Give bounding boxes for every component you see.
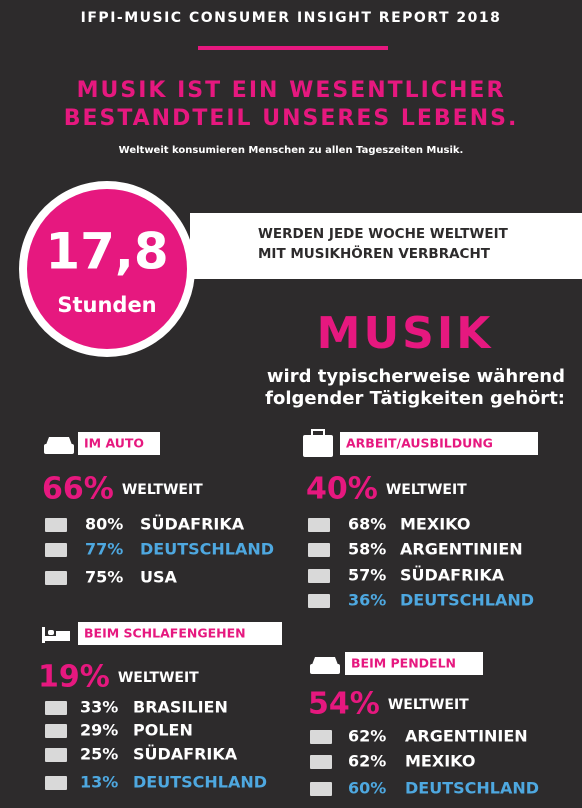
row-country: SÜDAFRIKA xyxy=(400,566,505,585)
row-country: MEXIKO xyxy=(400,515,470,534)
row-country: DEUTSCHLAND xyxy=(405,779,539,798)
global-pct: 19% xyxy=(38,660,110,695)
car-icon xyxy=(44,437,74,454)
hours-number: 17,8 xyxy=(45,223,168,281)
row-pct: 75% xyxy=(85,568,123,587)
global-label: WELTWEIT xyxy=(388,697,469,713)
row-pct: 25% xyxy=(80,745,118,764)
row-pct: 57% xyxy=(348,566,386,585)
section-label: BEIM PENDELN xyxy=(351,656,456,671)
flag xyxy=(308,518,330,532)
row-pct: 62% xyxy=(348,752,386,771)
divider xyxy=(198,46,388,50)
headline: MUSIK IST EIN WESENTLICHER xyxy=(77,78,506,103)
header-title: IFPI-MUSIC CONSUMER INSIGHT REPORT 2018 xyxy=(81,10,502,26)
row-country: POLEN xyxy=(133,721,193,740)
row-country: BRASILIEN xyxy=(133,698,228,717)
label-box xyxy=(345,652,483,675)
subtitle: Weltweit konsumieren Menschen zu allen T… xyxy=(119,145,464,156)
row-country: USA xyxy=(140,568,178,587)
white-band xyxy=(190,213,582,279)
row-country: DEUTSCHLAND xyxy=(400,591,534,610)
car-icon xyxy=(310,657,340,674)
row-country: MEXIKO xyxy=(405,752,475,771)
flag xyxy=(45,776,67,790)
row-pct: 68% xyxy=(348,515,386,534)
flag xyxy=(308,594,330,608)
global-pct: 54% xyxy=(308,687,380,722)
band-text: MIT MUSIKHÖREN VERBRACHT xyxy=(258,244,491,262)
row-pct: 29% xyxy=(80,721,118,740)
hours-unit: Stunden xyxy=(57,293,156,317)
global-label: WELTWEIT xyxy=(118,670,199,686)
label-box xyxy=(78,432,160,455)
global-label: WELTWEIT xyxy=(386,482,467,498)
global-label: WELTWEIT xyxy=(122,482,203,498)
row-pct: 77% xyxy=(85,540,123,559)
flag xyxy=(45,543,67,557)
flag xyxy=(310,730,332,744)
row-pct: 58% xyxy=(348,540,386,559)
flag xyxy=(45,518,67,532)
row-country: SÜDAFRIKA xyxy=(133,745,238,764)
musik-word: MUSIK xyxy=(317,308,494,359)
section-label: ARBEIT/AUSBILDUNG xyxy=(346,436,493,451)
band-text: WERDEN JEDE WOCHE WELTWEIT xyxy=(258,226,509,242)
flag xyxy=(45,748,67,762)
circle xyxy=(27,189,187,349)
row-country: ARGENTINIEN xyxy=(400,540,523,559)
section-label: IM AUTO xyxy=(84,436,144,451)
row-pct: 62% xyxy=(348,727,386,746)
global-pct: 40% xyxy=(306,472,378,507)
flag xyxy=(310,782,332,796)
section-label: BEIM SCHLAFENGEHEN xyxy=(84,626,246,641)
intro-text: wird typischerweise während xyxy=(267,366,565,387)
intro-text: folgender Tätigkeiten gehört: xyxy=(265,388,565,409)
row-pct: 36% xyxy=(348,591,386,610)
row-country: ARGENTINIEN xyxy=(405,727,528,746)
flag xyxy=(308,543,330,557)
headline: BESTANDTEIL UNSERES LEBENS. xyxy=(64,106,519,131)
row-country: SÜDAFRIKA xyxy=(140,515,245,534)
row-pct: 33% xyxy=(80,698,118,717)
briefcase-icon xyxy=(303,429,333,457)
row-pct: 13% xyxy=(80,773,118,792)
flag xyxy=(45,571,67,585)
label-box xyxy=(78,622,282,645)
flag xyxy=(45,724,67,738)
flag xyxy=(45,701,67,715)
flag xyxy=(308,569,330,583)
bed-icon xyxy=(42,627,70,643)
row-pct: 80% xyxy=(85,515,123,534)
row-pct: 60% xyxy=(348,779,386,798)
row-country: DEUTSCHLAND xyxy=(140,540,274,559)
label-box xyxy=(340,432,538,455)
row-country: DEUTSCHLAND xyxy=(133,773,267,792)
global-pct: 66% xyxy=(42,472,114,507)
flag xyxy=(310,755,332,769)
